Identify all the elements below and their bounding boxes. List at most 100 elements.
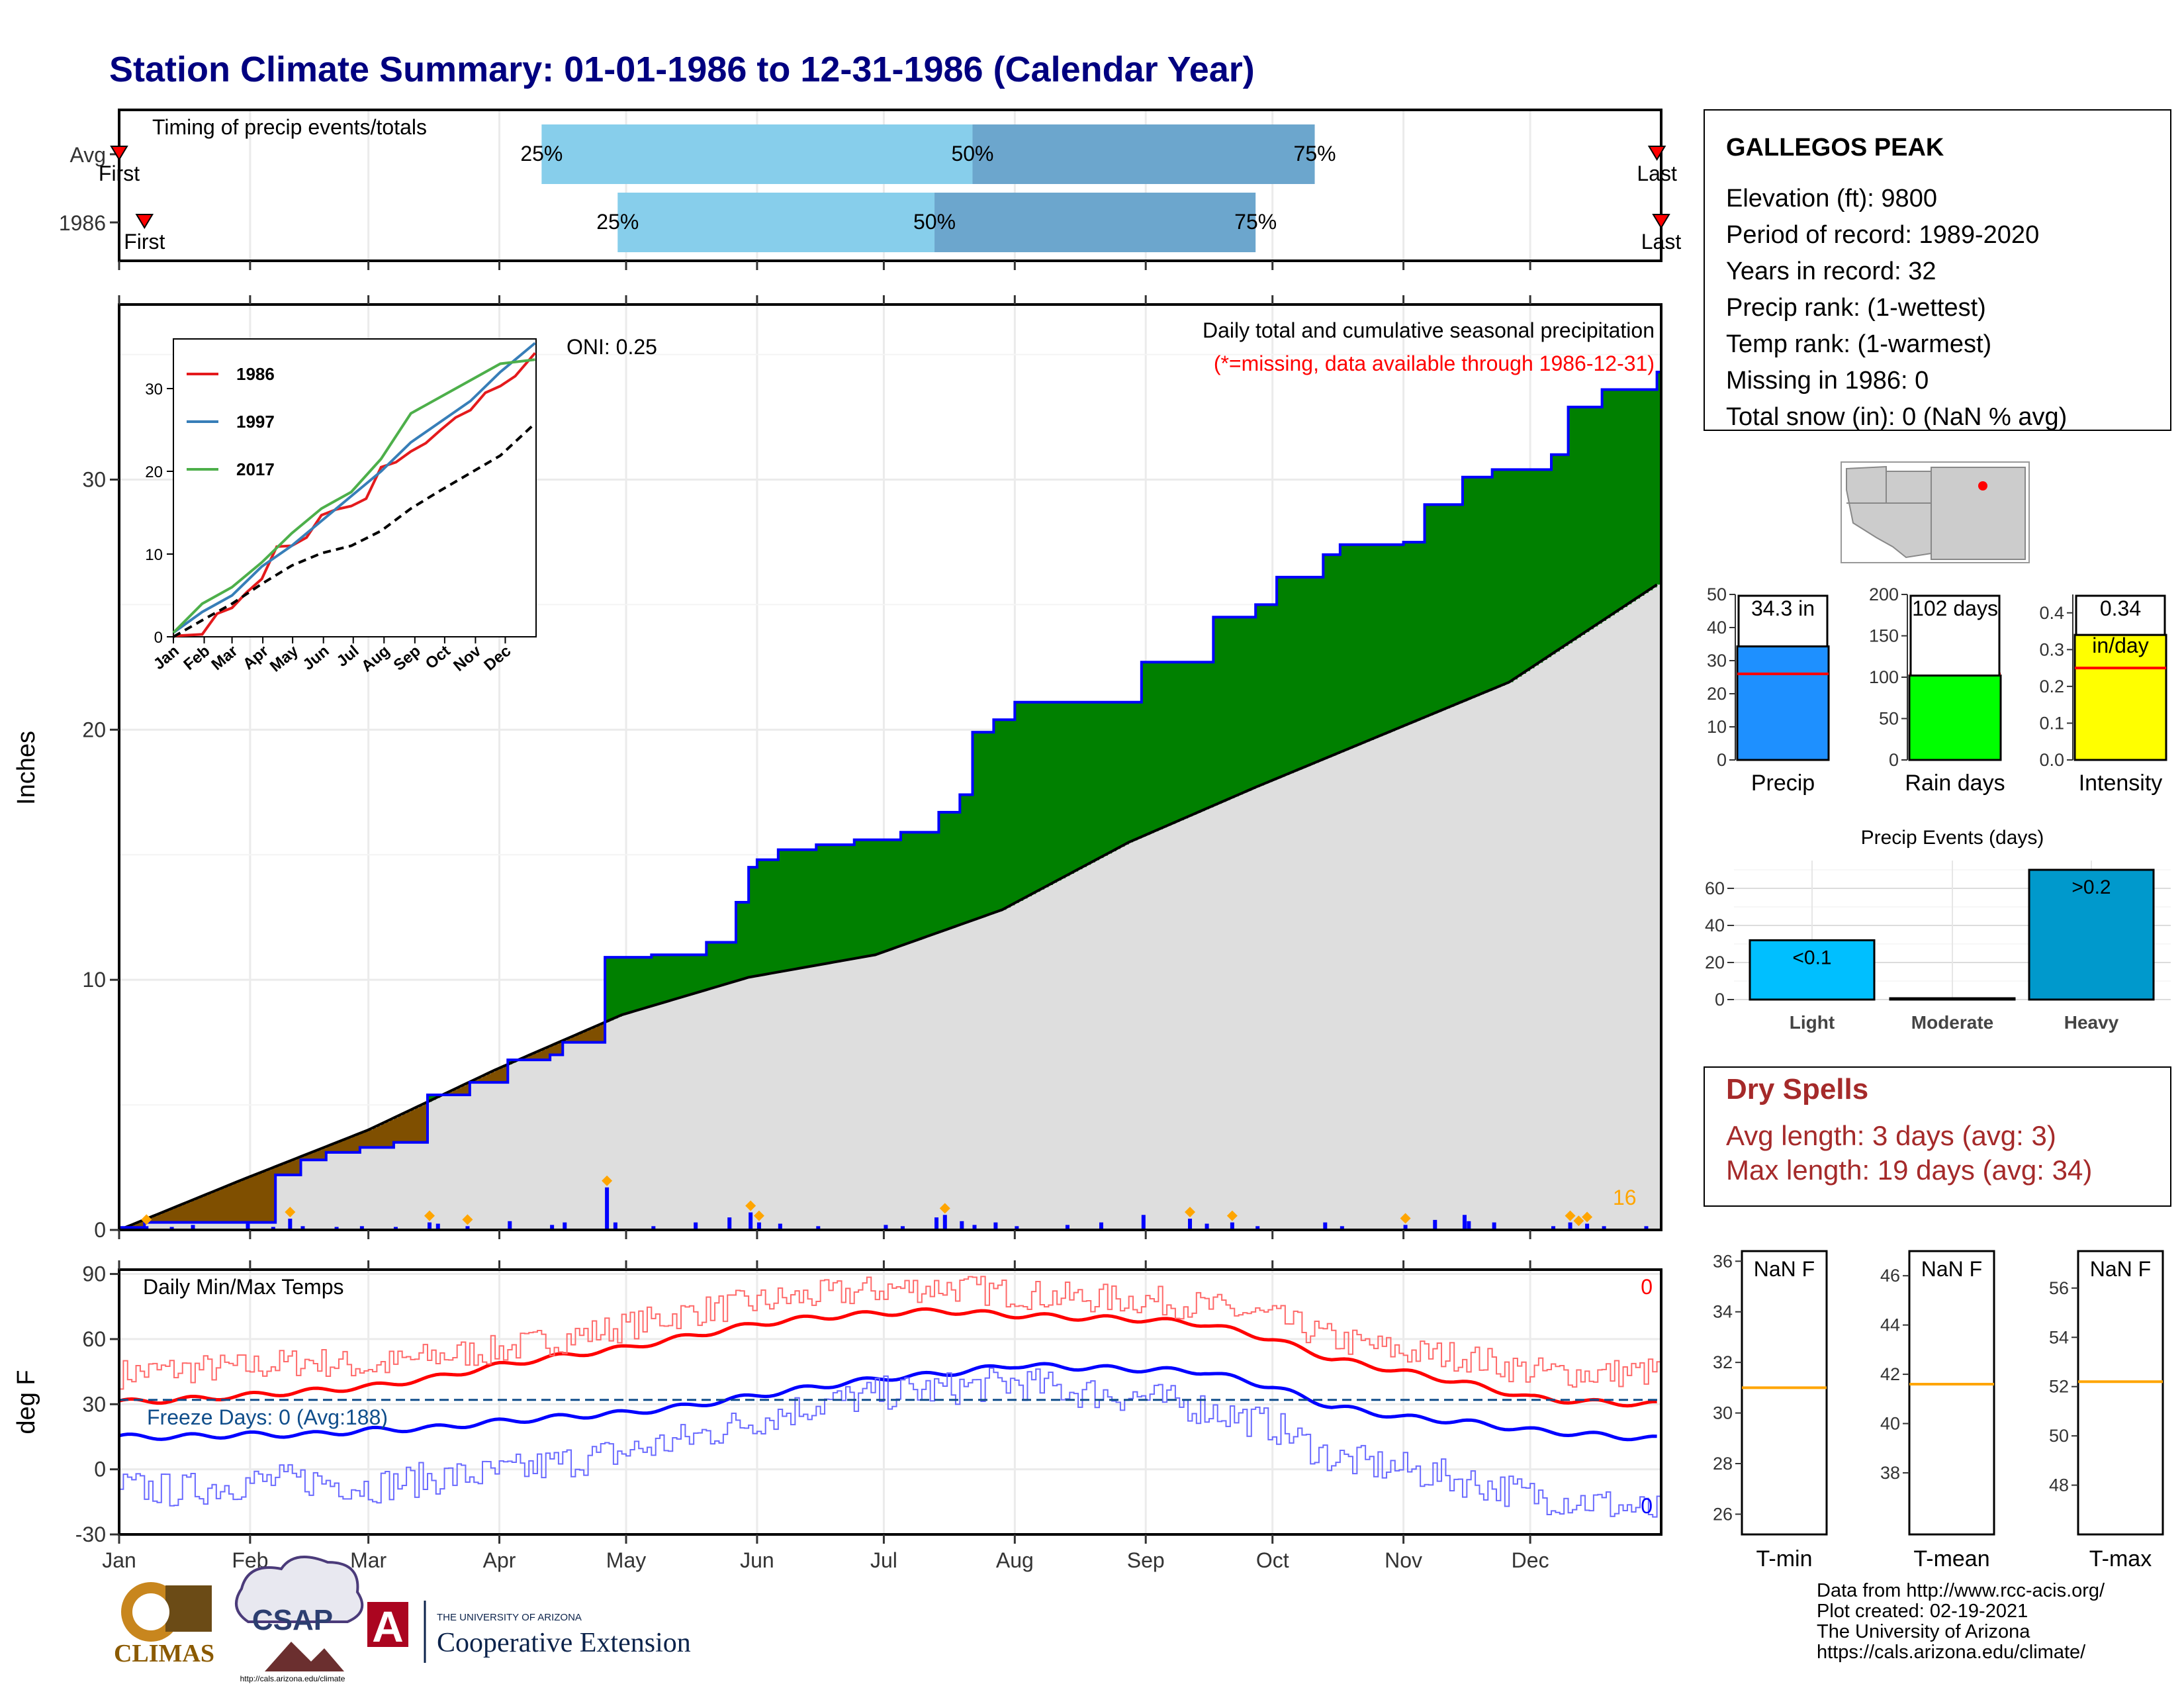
precip-frame: [118, 303, 1662, 1231]
summary-bars: 0 10 20 30 40 50 34.3 in Precip 0 50 100 150 200 102 …: [1707, 585, 2167, 796]
inset-series-line: [172, 358, 535, 634]
daily-precip-bar: [1340, 1226, 1344, 1230]
temp-ylabel: deg F: [13, 1370, 40, 1434]
summary-value-label: 102 days: [1912, 596, 1998, 620]
temp-box-name: T-mean: [1913, 1546, 1989, 1571]
heavy-event-marker: [1185, 1206, 1196, 1217]
timing-panel: Timing of precip events/totals Avg 25% 50%…: [59, 109, 1681, 262]
precip-area: [118, 371, 1661, 1231]
csap-cloud: [235, 1556, 364, 1623]
summary-tick-label: 40: [1707, 618, 1727, 637]
precip-panel: 0 10 20 30 Inches ONI: 0.25 Daily total and…: [13, 261, 1662, 1242]
summary-tick-label: 150: [1869, 626, 1899, 646]
timing-p50-label: 50%: [913, 210, 956, 234]
precip-y-tick-label: 30: [82, 467, 106, 491]
events-bar-label: >0.2: [2071, 876, 2111, 898]
summary-tick-label: 50: [1707, 585, 1727, 604]
daily-precip-bar: [300, 1226, 305, 1230]
inset-average-line: [173, 422, 536, 638]
timing-rows: Avg 25% 50% 75% First Last 1986 25% 50% 75% First L…: [59, 124, 1681, 254]
daily-precip-bar: [1205, 1223, 1209, 1230]
temp-box-tick-label: 54: [2049, 1327, 2069, 1347]
daily-min-line: [119, 1367, 1661, 1518]
dry-spells-avg: Avg length: 3 days (avg: 3): [1726, 1120, 2056, 1151]
summary-tick-label: 50: [1879, 709, 1899, 729]
observed-cumulative-line: [119, 371, 1661, 1229]
temp-box-tick-label: 40: [1880, 1414, 1900, 1434]
daily-precip-bars: [141, 1175, 1649, 1230]
month-label: Dec: [1512, 1548, 1549, 1572]
temp-y-tick-label: 30: [82, 1392, 106, 1416]
below-normal-area: [444, 1066, 508, 1095]
daily-precip-bar: [246, 1223, 250, 1230]
temp-box-tick-label: 26: [1713, 1504, 1733, 1524]
inset-series-line: [172, 342, 536, 634]
summary-value-label: 34.3 in: [1751, 596, 1815, 620]
heavy-event-marker: [462, 1214, 473, 1225]
station-info-line: Years in record: 32: [1726, 258, 1936, 285]
min-count: 0: [1641, 1494, 1653, 1518]
month-label: Nov: [1385, 1548, 1422, 1572]
precip-header: Daily total and cumulative seasonal prec…: [1203, 318, 1655, 342]
station-info-line: Temp rank: (1-warmest): [1726, 330, 1991, 358]
heavy-event-marker: [745, 1200, 756, 1211]
daily-precip-bar: [1403, 1225, 1408, 1230]
daily-max-line: [119, 1276, 1661, 1390]
daily-precip-bar: [1188, 1218, 1193, 1230]
month-label: Sep: [1127, 1548, 1165, 1572]
summary-tick-label: 0: [1889, 750, 1899, 770]
daily-precip-bar: [191, 1225, 195, 1230]
month-label: May: [606, 1548, 646, 1572]
ua-letter: A: [372, 1602, 404, 1651]
daily-precip-bar: [144, 1226, 149, 1230]
ua-logo: A THE UNIVERSITY OF ARIZONA Cooperative …: [367, 1601, 691, 1663]
temp-box-value: NaN F: [1754, 1257, 1815, 1281]
climas-text: CLIMAS: [114, 1640, 214, 1667]
timing-p75-label: 75%: [1294, 142, 1336, 165]
heavy-event-marker: [285, 1206, 296, 1217]
temp-frame: [118, 1268, 1662, 1536]
daily-precip-bar: [1433, 1219, 1437, 1230]
heavy-event-marker: [753, 1210, 764, 1221]
temp-y-tick-label: -30: [75, 1523, 106, 1546]
last-event-marker: [1647, 146, 1666, 161]
inset-y-label: 30: [145, 381, 163, 399]
csap-logo: CSAP http://cals.arizona.edu/climate: [235, 1556, 364, 1683]
summary-value-box: [1737, 594, 1829, 647]
temp-box-tick-label: 36: [1713, 1251, 1733, 1271]
summary-tick-label: 0.1: [2039, 713, 2064, 733]
daily-precip-bar: [756, 1222, 761, 1230]
daily-precip-bar: [334, 1227, 339, 1230]
summary-tick-label: 0.4: [2039, 603, 2064, 623]
daily-precip-bar: [1467, 1221, 1471, 1230]
oni-label: ONI: 0.25: [567, 335, 657, 359]
csap-text: CSAP: [252, 1604, 333, 1636]
summary-tick-label: 30: [1707, 651, 1727, 671]
summary-tick-label: 0.3: [2039, 639, 2064, 659]
month-label: Apr: [483, 1548, 516, 1572]
temp-box-tick-label: 46: [1880, 1266, 1900, 1286]
events-title: Precip Events (days): [1861, 827, 2044, 849]
daily-precip-bar: [605, 1187, 610, 1230]
temp-box-tick-label: 44: [1880, 1315, 1900, 1335]
events-bar: [2028, 868, 2155, 1001]
events-category-label: Heavy: [2064, 1012, 2119, 1033]
daily-precip-bar: [884, 1225, 888, 1230]
summary-bar: [2073, 633, 2167, 761]
daily-precip-bar: [694, 1222, 698, 1230]
inset-y-label: 0: [154, 629, 163, 647]
temp-box-tick-label: 50: [2049, 1426, 2069, 1446]
temp-box-tick-label: 34: [1713, 1302, 1733, 1322]
locator-map: [1841, 461, 2030, 563]
daily-precip-bar: [1644, 1226, 1649, 1230]
footer-line: The University of Arizona: [1817, 1621, 2030, 1642]
summary-tick-label: 0.2: [2039, 677, 2064, 696]
inset-legend-label: 2017: [236, 459, 275, 479]
heavy-event-marker: [1400, 1213, 1411, 1224]
summary-tick-label: 20: [1707, 684, 1727, 704]
ua-shield: [367, 1602, 408, 1647]
station-name: GALLEGOS PEAK: [1726, 134, 1944, 162]
daily-precip-bar: [271, 1227, 275, 1230]
temp-lines: [118, 1276, 1661, 1518]
